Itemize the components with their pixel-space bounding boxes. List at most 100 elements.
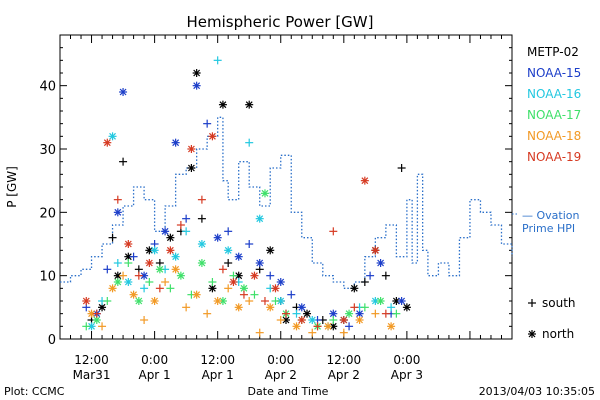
north-point xyxy=(271,284,280,293)
north-point xyxy=(176,271,185,280)
north-point xyxy=(276,278,285,286)
south-point xyxy=(245,138,254,147)
north-point xyxy=(92,316,101,324)
legend: METP-02 NOAA-15 NOAA-16 NOAA-17 NOAA-18 NOAA-… xyxy=(527,45,581,164)
south-point xyxy=(397,164,406,172)
south-point xyxy=(124,259,133,267)
north-point xyxy=(161,227,170,236)
south-point xyxy=(218,265,227,274)
north-point xyxy=(266,246,275,255)
south-point xyxy=(292,309,301,318)
y-axis: 0 10 20 30 40 xyxy=(39,34,512,348)
south-point xyxy=(213,56,222,65)
north-point xyxy=(218,100,227,109)
x-tick-date-label: Apr 1 xyxy=(202,368,234,382)
north-point xyxy=(297,316,306,324)
north-point xyxy=(387,322,396,331)
x-tick-label: 12:00 xyxy=(327,353,362,367)
south-point xyxy=(166,284,175,293)
south-point xyxy=(360,278,369,286)
north-point xyxy=(229,278,238,286)
south-point xyxy=(308,328,317,337)
south-point xyxy=(287,290,296,299)
north-point xyxy=(171,265,180,274)
north-point xyxy=(171,252,180,261)
north-point xyxy=(260,189,269,198)
north-point xyxy=(324,322,333,331)
north-point xyxy=(98,303,107,312)
south-point xyxy=(266,271,275,280)
north-point xyxy=(213,297,222,305)
north-point xyxy=(166,233,175,242)
north-point xyxy=(266,303,275,312)
legend-entry: NOAA-17 xyxy=(527,108,581,122)
north-point xyxy=(345,309,354,318)
marker-legend: south north xyxy=(528,296,576,341)
x-tick-date-label: Apr 2 xyxy=(328,368,360,382)
south-point xyxy=(182,303,191,312)
south-point xyxy=(282,309,290,318)
south-point xyxy=(339,328,348,337)
south-label: south xyxy=(542,296,576,310)
x-tick-label: 12:00 xyxy=(200,353,235,367)
y-tick-label: 30 xyxy=(39,143,56,158)
north-point xyxy=(355,316,364,324)
north-point xyxy=(360,176,369,185)
y-tick-label: 20 xyxy=(39,206,56,221)
north-point xyxy=(208,284,217,293)
south-point xyxy=(381,271,390,280)
south-point xyxy=(203,309,212,318)
north-point xyxy=(150,297,159,305)
north-point xyxy=(171,138,180,147)
footer-right: 2013/04/03 10:35:05 xyxy=(479,385,595,398)
south-point xyxy=(119,271,128,280)
north-point xyxy=(371,297,380,305)
ovation-label-line2: Prime HPI xyxy=(522,222,575,235)
south-point xyxy=(381,309,390,318)
ovation-step-line xyxy=(60,116,513,289)
south-point xyxy=(197,214,206,223)
south-point xyxy=(134,271,143,280)
south-point xyxy=(245,297,254,305)
south-point xyxy=(255,328,264,337)
north-point xyxy=(192,81,201,90)
north-point xyxy=(255,214,264,223)
y-tick-label: 0 xyxy=(48,333,56,348)
ovation-prime-hpi-line xyxy=(60,116,518,289)
north-point xyxy=(197,259,206,267)
south-point xyxy=(119,157,128,166)
north-point xyxy=(113,208,122,217)
south-point xyxy=(82,322,91,331)
south-point xyxy=(155,284,164,293)
south-point xyxy=(208,278,217,286)
north-point xyxy=(124,278,133,286)
north-point xyxy=(108,132,117,141)
south-point xyxy=(350,303,359,312)
x-tick-date-label: Apr 3 xyxy=(391,368,423,382)
south-point xyxy=(103,265,112,274)
south-point xyxy=(387,303,396,312)
x-tick-label: 12:00 xyxy=(74,353,109,367)
north-point xyxy=(119,88,128,96)
south-point xyxy=(329,227,338,236)
north-point xyxy=(208,132,217,141)
x-tick-label: 0:00 xyxy=(267,353,294,367)
north-point xyxy=(234,303,243,312)
north-point xyxy=(192,69,201,77)
south-point xyxy=(140,316,149,324)
north-point xyxy=(187,164,196,172)
south-point xyxy=(224,284,233,293)
north-point xyxy=(234,252,243,261)
data-points xyxy=(82,56,411,337)
north-point xyxy=(155,265,164,274)
north-point xyxy=(197,240,206,248)
north-point xyxy=(297,303,306,312)
north-point xyxy=(192,290,201,299)
north-point xyxy=(371,246,380,255)
north-point xyxy=(239,284,248,293)
north-point xyxy=(303,309,312,318)
south-point xyxy=(98,322,107,331)
south-point xyxy=(392,309,401,318)
x-tick-label: 0:00 xyxy=(141,353,168,367)
